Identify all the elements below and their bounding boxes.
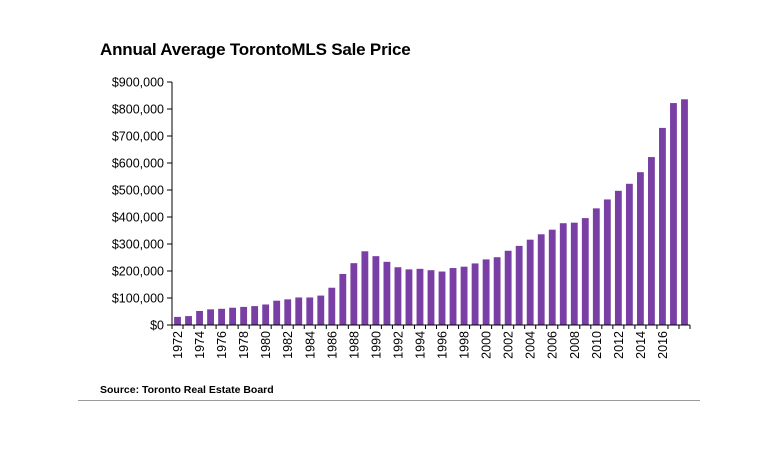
x-tick-label: 1972 <box>171 331 185 359</box>
bar-1989 <box>361 251 369 325</box>
bar-2009 <box>581 218 589 325</box>
y-tick-label: $500,000 <box>112 184 164 198</box>
bar-2003 <box>515 245 523 325</box>
y-axis: $0 $100,000 $200,000 $300,000 $400,000 $500,0… <box>112 76 173 333</box>
bar-2017 <box>670 103 677 325</box>
bar-1984 <box>306 297 314 325</box>
bar-1992 <box>394 267 402 325</box>
y-tick-label: $800,000 <box>112 103 164 117</box>
source-divider <box>78 400 700 401</box>
x-tick-label: 1974 <box>193 331 207 359</box>
bar-2004 <box>526 239 534 325</box>
bar-1977 <box>229 307 237 325</box>
x-tick-label: 1998 <box>458 331 472 359</box>
x-tick-label: 1984 <box>303 331 317 359</box>
bar-1980 <box>262 304 270 325</box>
x-tick-label: 1978 <box>237 331 251 359</box>
bar-1982 <box>284 299 292 325</box>
x-tick-label: 2012 <box>612 331 626 359</box>
bar-1979 <box>251 306 259 325</box>
x-tick-label: 1996 <box>436 331 450 359</box>
y-tick-label: $600,000 <box>112 157 164 171</box>
x-tick-label: 1994 <box>413 331 427 359</box>
bar-1974 <box>196 310 203 325</box>
x-tick-label: 1992 <box>391 331 405 359</box>
bar-series <box>174 99 688 326</box>
chart-title: Annual Average TorontoMLS Sale Price <box>100 40 411 59</box>
bar-1972 <box>174 316 181 325</box>
bar-2014 <box>636 172 644 325</box>
x-tick-label: 1990 <box>369 331 383 359</box>
x-tick-label: 2006 <box>546 331 560 359</box>
bar-2012 <box>614 190 622 325</box>
bar-2002 <box>504 250 512 325</box>
bar-1995 <box>427 270 435 325</box>
x-tick-label: 2016 <box>656 331 670 359</box>
x-tick-label: 1986 <box>325 331 339 359</box>
bar-1978 <box>240 306 248 325</box>
bar-1983 <box>295 297 303 325</box>
x-tick-label: 1980 <box>259 331 273 359</box>
bar-1998 <box>460 266 468 325</box>
bar-2000 <box>482 259 490 325</box>
bar-2007 <box>559 223 567 325</box>
bar-2005 <box>537 234 545 325</box>
x-tick-label: 2014 <box>634 331 648 359</box>
y-tick-label: $400,000 <box>112 211 164 225</box>
bar-1994 <box>416 268 424 325</box>
bar-2018 <box>681 99 688 325</box>
y-tick-label: $300,000 <box>112 238 164 252</box>
bar-1975 <box>207 309 214 325</box>
y-tick-label: $700,000 <box>112 130 164 144</box>
bar-2010 <box>592 208 600 325</box>
x-tick-label: 2008 <box>568 331 582 359</box>
bar-1993 <box>405 269 413 325</box>
bar-1986 <box>328 287 336 325</box>
y-tick-label: $200,000 <box>112 265 164 279</box>
bar-1999 <box>471 263 479 325</box>
bar-2008 <box>570 222 578 325</box>
bar-1976 <box>218 308 226 325</box>
bar-1973 <box>185 316 192 325</box>
x-tick-label: 1982 <box>281 331 295 359</box>
bar-1990 <box>372 256 380 325</box>
x-tick-label: 2010 <box>590 331 604 359</box>
x-axis: 1972 1974 1976 1978 1980 1982 1984 1986 1988 1990… <box>171 324 691 359</box>
bar-2016 <box>659 127 666 326</box>
bar-1985 <box>317 295 325 325</box>
x-tick-label: 2002 <box>502 331 516 359</box>
bar-1981 <box>273 300 281 325</box>
bar-2015 <box>648 157 655 325</box>
y-tick-label: $900,000 <box>112 76 164 90</box>
x-tick-label: 2000 <box>480 331 494 359</box>
x-tick-label: 1976 <box>215 331 229 359</box>
y-tick-label: $100,000 <box>112 292 164 306</box>
source-note: Source: Toronto Real Estate Board <box>100 384 274 396</box>
bar-1988 <box>350 263 358 325</box>
bar-1987 <box>339 273 347 325</box>
y-tick-label: $0 <box>150 319 164 333</box>
x-tick-label: 2004 <box>524 331 538 359</box>
bar-2011 <box>603 199 611 325</box>
bar-1996 <box>438 271 446 325</box>
bar-1997 <box>449 268 457 325</box>
bar-2006 <box>548 229 556 325</box>
bar-2001 <box>493 257 501 325</box>
x-tick-label: 1988 <box>347 331 361 359</box>
bar-2013 <box>625 183 633 325</box>
bar-1991 <box>383 261 391 325</box>
